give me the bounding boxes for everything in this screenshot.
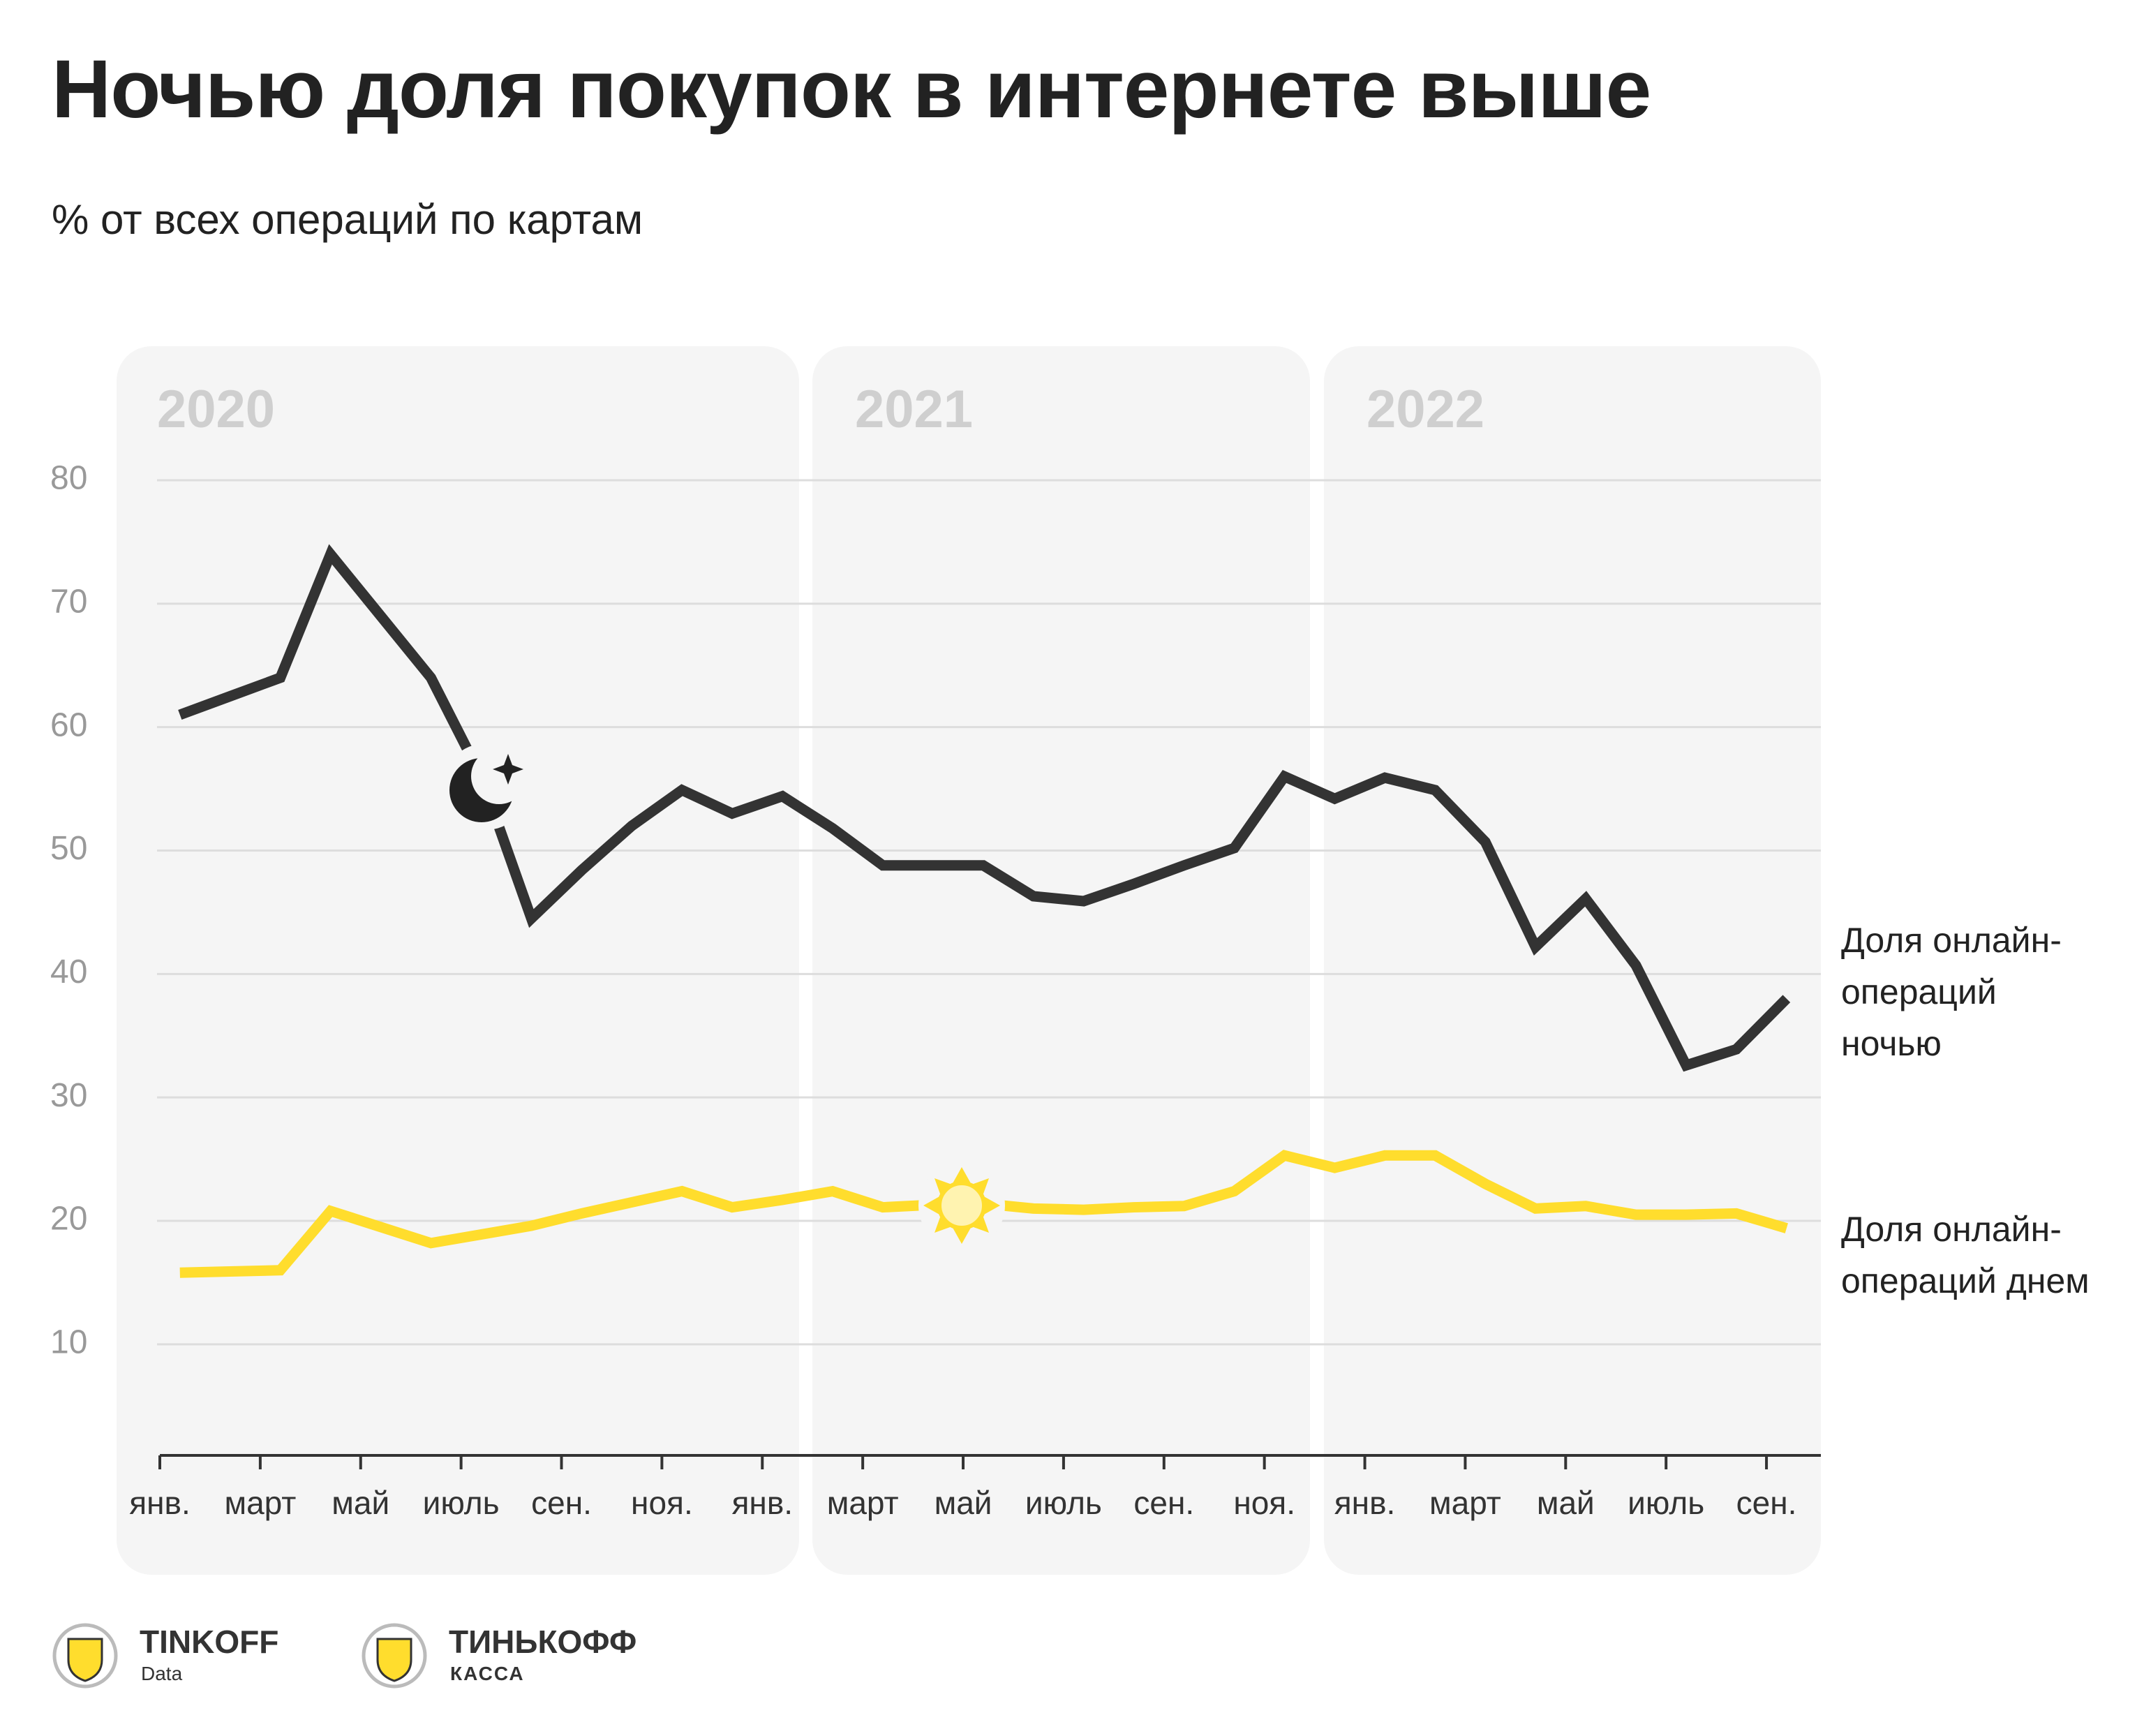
series-label: Доля онлайн-операций днем	[1841, 1210, 2090, 1300]
sun-core	[937, 1181, 986, 1230]
x-tick-label: янв.	[732, 1485, 794, 1521]
y-tick-label: 30	[50, 1077, 87, 1114]
x-tick-label: ноя.	[1233, 1485, 1295, 1521]
title: Ночью доля покупок в интернете выше	[52, 43, 1651, 135]
x-tick-label: июль	[1628, 1485, 1704, 1521]
y-tick-label: 70	[50, 584, 87, 621]
x-tick-label: март	[827, 1485, 899, 1521]
x-tick-label: июль	[423, 1485, 500, 1521]
x-tick-label: сен.	[1736, 1485, 1797, 1521]
moon-cut	[471, 748, 527, 804]
y-tick-label: 20	[50, 1201, 87, 1238]
logo-icon	[52, 1623, 118, 1689]
x-tick-label: март	[224, 1485, 296, 1521]
subtitle: % от всех операций по картам	[52, 196, 643, 243]
x-tick-label: янв.	[1334, 1485, 1396, 1521]
year-label: 2022	[1367, 380, 1484, 439]
year-panel	[117, 346, 799, 1575]
brand: TINKOFF	[140, 1624, 279, 1660]
series-line	[178, 544, 1791, 1072]
logo-icon	[362, 1623, 427, 1689]
logo-shield	[67, 1638, 103, 1682]
x-tick-label: март	[1429, 1485, 1501, 1521]
logos	[52, 1623, 427, 1689]
brand-sub: Data	[141, 1663, 183, 1684]
y-tick-label: 50	[50, 830, 87, 867]
x-tick-label: ноя.	[631, 1485, 693, 1521]
icons	[442, 743, 1005, 1249]
year-label: 2020	[157, 380, 275, 439]
logo-shield	[376, 1638, 412, 1682]
x-tick-label: янв.	[129, 1485, 191, 1521]
x-tick-label: июль	[1025, 1485, 1102, 1521]
year-panel	[812, 346, 1310, 1575]
brand-sub: КАССА	[450, 1663, 525, 1684]
x-tick-label: май	[935, 1485, 992, 1521]
brand: ТИНЬКОФФ	[449, 1624, 637, 1660]
y-tick-label: 10	[50, 1324, 87, 1361]
x-tick-label: май	[332, 1485, 389, 1521]
x-tick-label: май	[1537, 1485, 1595, 1521]
y-tick-label: 40	[50, 954, 87, 991]
y-tick-label: 60	[50, 706, 87, 743]
x-tick-label: сен.	[531, 1485, 592, 1521]
year-label: 2021	[855, 380, 973, 439]
y-tick-label: 80	[50, 460, 87, 497]
series-label: Доля онлайн-операций ночью	[1841, 921, 2062, 1063]
year-panel	[1324, 346, 1821, 1575]
x-tick-label: сен.	[1133, 1485, 1194, 1521]
star-icon	[493, 754, 523, 785]
